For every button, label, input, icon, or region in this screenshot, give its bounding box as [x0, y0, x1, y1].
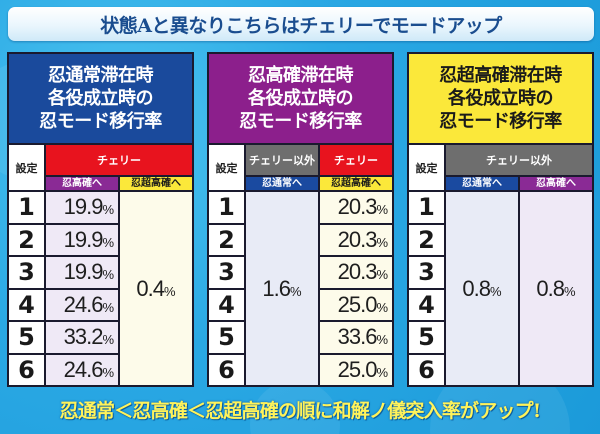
setting-header: 設定 [7, 143, 46, 192]
table-row: 1 1.6% 20.3% [207, 190, 394, 387]
title-banner: 状態Aと異なりこちらはチェリーでモードアップ [8, 7, 594, 41]
setting-header: 設定 [207, 143, 246, 192]
panel-title-line: 忍モード移行率 [239, 111, 362, 132]
table-row: 5 33.2% [7, 320, 193, 355]
panel-title-line: 各役成立時の [48, 88, 154, 109]
table-row: 4 [407, 287, 593, 322]
group-header-non-cherry: チェリー以外 [244, 143, 320, 177]
group-header-non-cherry: チェリー以外 [444, 143, 594, 177]
rate-cell: 33.6% [318, 320, 394, 355]
rate-cell: 19.9% [44, 222, 120, 257]
setting-number: 5 [7, 320, 46, 355]
setting-number: 1 [407, 190, 446, 225]
panel-nin-high: 忍高確滞在時 各役成立時の 忍モード移行率 設定 チェリー以外 チェリー 忍通常… [207, 52, 394, 387]
merged-rate-cell: 0.4% [118, 190, 194, 387]
rate-cell: 20.3% [318, 255, 394, 290]
panel-title: 忍通常滞在時 各役成立時の 忍モード移行率 [7, 52, 194, 143]
table-row: 5 33.6% [207, 320, 394, 355]
rate-cell: 24.6% [44, 287, 120, 322]
table-row: 6 24.6% [7, 352, 193, 387]
table-row: 3 19.9% [7, 255, 193, 290]
setting-number: 3 [407, 255, 446, 290]
banner-title: 状態Aと異なりこちらはチェリーでモードアップ [100, 14, 502, 37]
panel-title-line: 各役成立時の [448, 88, 554, 109]
table-row: 4 25.0% [207, 287, 394, 322]
panel-title-line: 忍通常滞在時 [48, 65, 154, 86]
merged-rate-cell: 1.6% [244, 190, 320, 387]
table-row: 1 0.8% 0.8% [407, 190, 594, 387]
setting-number: 4 [407, 287, 446, 322]
table-row: 2 20.3% [207, 222, 394, 257]
column-header: 忍高確へ [518, 175, 594, 192]
merged-rate-cell: 0.8% [518, 190, 594, 387]
rate-cell: 19.9% [44, 190, 120, 225]
panel-title-line: 忍高確滞在時 [248, 65, 354, 86]
setting-number: 6 [207, 352, 246, 387]
rate-table: 設定 チェリー 忍高確へ 忍超高確へ 1 19.9% 0.4% 2 19.9% … [7, 143, 194, 387]
table-row: 2 19.9% [7, 222, 193, 257]
rate-cell: 20.3% [318, 190, 394, 225]
column-header: 忍通常へ [244, 175, 320, 192]
panel-title-line: 各役成立時の [248, 88, 354, 109]
setting-number: 5 [407, 320, 446, 355]
table-row: 5 [407, 320, 593, 355]
setting-number: 2 [207, 222, 246, 257]
setting-number: 6 [7, 352, 46, 387]
panel-nin-normal: 忍通常滞在時 各役成立時の 忍モード移行率 設定 チェリー 忍高確へ 忍超高確へ… [7, 52, 194, 387]
panel-title: 忍高確滞在時 各役成立時の 忍モード移行率 [207, 52, 394, 143]
setting-number: 1 [207, 190, 246, 225]
panel-title: 忍超高確滞在時 各役成立時の 忍モード移行率 [407, 52, 594, 143]
setting-number: 4 [207, 287, 246, 322]
table-row: 6 25.0% [207, 352, 394, 387]
rate-cell: 19.9% [44, 255, 120, 290]
table-row: 2 [407, 222, 593, 257]
table-row: 6 [407, 352, 593, 387]
group-header-cherry: チェリー [44, 143, 194, 177]
rate-cell: 33.2% [44, 320, 120, 355]
setting-number: 3 [207, 255, 246, 290]
table-row: 3 [407, 255, 593, 290]
table-row: 4 24.6% [7, 287, 193, 322]
setting-number: 2 [407, 222, 446, 257]
rate-cell: 24.6% [44, 352, 120, 387]
column-header: 忍通常へ [444, 175, 520, 192]
setting-number: 1 [7, 190, 46, 225]
panel-title-line: 忍モード移行率 [39, 111, 162, 132]
rate-cell: 25.0% [318, 352, 394, 387]
merged-rate-cell: 0.8% [444, 190, 520, 387]
rate-table: 設定 チェリー以外 チェリー 忍通常へ 忍超高確へ 1 1.6% 20.3% 2… [207, 143, 394, 387]
column-header: 忍高確へ [44, 175, 120, 192]
setting-number: 4 [7, 287, 46, 322]
panel-title-line: 忍モード移行率 [439, 111, 562, 132]
rate-cell: 20.3% [318, 222, 394, 257]
column-header: 忍超高確へ [118, 175, 194, 192]
rate-cell: 25.0% [318, 287, 394, 322]
panel-title-line: 忍超高確滞在時 [439, 65, 562, 86]
table-row: 3 20.3% [207, 255, 394, 290]
column-header: 忍超高確へ [318, 175, 394, 192]
group-header-cherry: チェリー [318, 143, 394, 177]
setting-header: 設定 [407, 143, 446, 192]
setting-number: 5 [207, 320, 246, 355]
setting-number: 6 [407, 352, 446, 387]
panel-nin-super-high: 忍超高確滞在時 各役成立時の 忍モード移行率 設定 チェリー以外 忍通常へ 忍高… [407, 52, 594, 387]
table-row: 1 19.9% 0.4% [7, 190, 194, 387]
setting-number: 2 [7, 222, 46, 257]
footer-caption: 忍通常＜忍高確＜忍超高確の順に和解ノ儀突入率がアップ! [59, 400, 542, 422]
setting-number: 3 [7, 255, 46, 290]
rate-table: 設定 チェリー以外 忍通常へ 忍高確へ 1 0.8% 0.8% 2 3 4 5 … [407, 143, 594, 387]
